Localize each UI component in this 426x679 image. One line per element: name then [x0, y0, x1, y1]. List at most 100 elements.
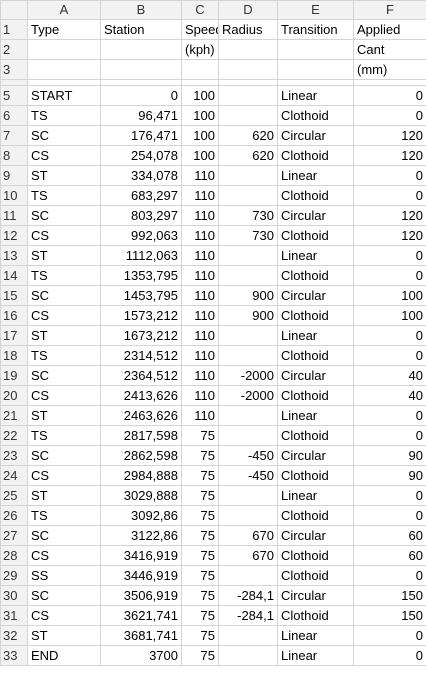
cell-transition[interactable]: Linear — [277, 405, 354, 426]
cell-type[interactable]: END — [27, 645, 101, 666]
cell-type[interactable]: CS — [27, 465, 101, 486]
cell-speed[interactable]: 75 — [181, 465, 219, 486]
cell-speed[interactable]: 110 — [181, 205, 219, 226]
cell-radius[interactable]: -450 — [218, 445, 278, 466]
cell-type[interactable]: SC — [27, 365, 101, 386]
cell-cant[interactable]: 100 — [353, 285, 426, 306]
cell-transition[interactable]: Clothoid — [277, 185, 354, 206]
row-header[interactable]: 33 — [0, 645, 28, 666]
cell-station[interactable]: 3416,919 — [100, 545, 182, 566]
cell-cant[interactable]: 90 — [353, 445, 426, 466]
cell-type[interactable]: TS — [27, 345, 101, 366]
cell-type[interactable]: SC — [27, 205, 101, 226]
cell-radius[interactable]: 730 — [218, 205, 278, 226]
row-header[interactable]: 21 — [0, 405, 28, 426]
cell-station[interactable]: 803,297 — [100, 205, 182, 226]
row-header[interactable]: 1 — [0, 19, 28, 40]
cell-station[interactable]: 2817,598 — [100, 425, 182, 446]
cell-station[interactable]: 3092,86 — [100, 505, 182, 526]
cell-station[interactable]: 1573,212 — [100, 305, 182, 326]
cell-type[interactable]: CS — [27, 225, 101, 246]
cell-radius[interactable] — [218, 185, 278, 206]
row-header[interactable]: 26 — [0, 505, 28, 526]
cell-station[interactable]: 1453,795 — [100, 285, 182, 306]
cell-cant[interactable]: 90 — [353, 465, 426, 486]
cell-radius[interactable]: 900 — [218, 285, 278, 306]
cell-station[interactable]: 1673,212 — [100, 325, 182, 346]
cell-cant[interactable]: 0 — [353, 405, 426, 426]
cell[interactable] — [100, 39, 182, 60]
cell-type[interactable]: SC — [27, 125, 101, 146]
cell[interactable] — [27, 39, 101, 60]
cell-station[interactable]: 334,078 — [100, 165, 182, 186]
cell-cant[interactable]: 120 — [353, 145, 426, 166]
row-header[interactable]: 6 — [0, 105, 28, 126]
cell-station[interactable]: 683,297 — [100, 185, 182, 206]
cell-type[interactable]: TS — [27, 505, 101, 526]
select-all-corner[interactable] — [0, 0, 28, 20]
cell-speed[interactable]: 110 — [181, 405, 219, 426]
cell-type[interactable]: TS — [27, 265, 101, 286]
cell-station[interactable]: 2862,598 — [100, 445, 182, 466]
cell-radius[interactable] — [218, 565, 278, 586]
cell-radius[interactable] — [218, 105, 278, 126]
cell-type[interactable]: CS — [27, 605, 101, 626]
cell-type[interactable]: ST — [27, 325, 101, 346]
cell-station[interactable]: 3621,741 — [100, 605, 182, 626]
cell-station[interactable]: 96,471 — [100, 105, 182, 126]
cell-radius[interactable] — [218, 645, 278, 666]
cell-cant[interactable]: 60 — [353, 525, 426, 546]
cell-cant[interactable]: 120 — [353, 205, 426, 226]
cell-transition[interactable]: Linear — [277, 245, 354, 266]
cell-transition[interactable]: Linear — [277, 85, 354, 106]
cell-speed[interactable]: 100 — [181, 85, 219, 106]
row-header[interactable]: 5 — [0, 85, 28, 106]
cell-cant[interactable]: 120 — [353, 125, 426, 146]
cell-type[interactable]: SS — [27, 565, 101, 586]
cell-type[interactable]: CS — [27, 305, 101, 326]
cell-transition[interactable]: Circular — [277, 365, 354, 386]
row-header[interactable]: 3 — [0, 59, 28, 80]
cell-type[interactable]: CS — [27, 145, 101, 166]
cell-station[interactable]: 3681,741 — [100, 625, 182, 646]
cell-transition-header[interactable]: Transition — [277, 19, 354, 40]
cell-radius[interactable]: 670 — [218, 545, 278, 566]
cell-transition[interactable]: Circular — [277, 125, 354, 146]
cell-speed[interactable]: 75 — [181, 625, 219, 646]
cell-radius[interactable]: -284,1 — [218, 585, 278, 606]
row-header[interactable]: 8 — [0, 145, 28, 166]
cell-cant[interactable]: 0 — [353, 425, 426, 446]
cell-station[interactable]: 2364,512 — [100, 365, 182, 386]
row-header[interactable]: 12 — [0, 225, 28, 246]
cell-cant-header[interactable]: Applied — [353, 19, 426, 40]
cell-speed[interactable]: 110 — [181, 365, 219, 386]
cell-speed[interactable]: 110 — [181, 325, 219, 346]
row-header[interactable]: 10 — [0, 185, 28, 206]
cell-station[interactable]: 2984,888 — [100, 465, 182, 486]
cell-cant[interactable]: 40 — [353, 365, 426, 386]
cell-transition[interactable]: Clothoid — [277, 465, 354, 486]
cell-transition[interactable]: Circular — [277, 525, 354, 546]
cell-radius[interactable] — [218, 325, 278, 346]
cell-speed[interactable]: 100 — [181, 145, 219, 166]
cell-type[interactable]: CS — [27, 545, 101, 566]
cell-cant[interactable]: 0 — [353, 505, 426, 526]
cell-transition[interactable]: Clothoid — [277, 345, 354, 366]
cell-cant[interactable]: 0 — [353, 245, 426, 266]
cell-radius-header[interactable]: Radius — [218, 19, 278, 40]
cell-radius[interactable]: -2000 — [218, 385, 278, 406]
cell-radius[interactable]: 730 — [218, 225, 278, 246]
cell-speed[interactable]: 110 — [181, 165, 219, 186]
cell-station[interactable]: 2413,626 — [100, 385, 182, 406]
cell-speed[interactable]: 110 — [181, 305, 219, 326]
cell-cant[interactable]: 100 — [353, 305, 426, 326]
cell-speed[interactable]: 100 — [181, 105, 219, 126]
cell-transition[interactable]: Linear — [277, 165, 354, 186]
cell-transition[interactable]: Clothoid — [277, 385, 354, 406]
cell-radius[interactable]: -284,1 — [218, 605, 278, 626]
row-header[interactable]: 19 — [0, 365, 28, 386]
cell-speed[interactable]: 110 — [181, 265, 219, 286]
cell-type[interactable]: ST — [27, 245, 101, 266]
cell-type[interactable]: ST — [27, 405, 101, 426]
cell-cant[interactable]: 150 — [353, 605, 426, 626]
